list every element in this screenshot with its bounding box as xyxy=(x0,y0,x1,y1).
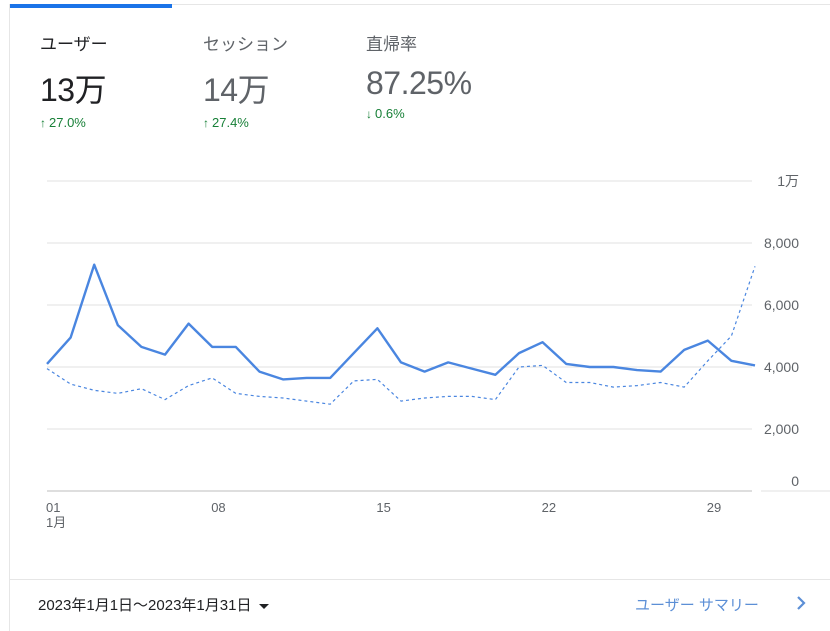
x-tick-label: 01 xyxy=(46,500,60,515)
y-tick-label: 0 xyxy=(791,473,799,489)
arrow-up-icon: ↑ xyxy=(203,116,209,130)
card-footer: 2023年1月1日～2023年1月31日 ユーザー サマリー xyxy=(10,579,830,631)
chevron-right-icon[interactable] xyxy=(791,593,811,613)
metric-label: 直帰率 xyxy=(366,35,417,54)
audience-overview-card xyxy=(9,4,830,631)
arrow-down-icon: ↓ xyxy=(366,107,372,121)
x-tick-label: 15 xyxy=(376,500,390,515)
metric-change-value: 27.4% xyxy=(212,115,249,130)
x-tick-sublabel: 1月 xyxy=(46,515,66,530)
caret-down-icon xyxy=(259,603,270,609)
y-tick-label: 6,000 xyxy=(764,297,799,313)
metric-label: ユーザー xyxy=(40,35,108,54)
x-tick-label: 22 xyxy=(542,500,556,515)
y-axis-ticks: 0 2,000 4,000 6,000 8,000 1万 xyxy=(764,173,799,489)
metric-change: ↓ 0.6% xyxy=(366,106,472,121)
metric-value: 13万 xyxy=(40,72,107,108)
metric-change-value: 27.0% xyxy=(49,115,86,130)
metric-change: ↑ 27.4% xyxy=(203,115,288,130)
metric-bounce-rate[interactable]: 直帰率 87.25% ↓ 0.6% xyxy=(366,30,472,121)
metric-change: ↑ 27.0% xyxy=(40,115,108,130)
metric-sessions[interactable]: セッション 14万 ↑ 27.4% xyxy=(203,30,288,130)
primary-series-line xyxy=(46,263,756,381)
x-tick-label: 29 xyxy=(707,500,721,515)
user-summary-link[interactable]: ユーザー サマリー xyxy=(635,597,759,614)
metric-value: 87.25% xyxy=(366,65,472,101)
active-tab-indicator xyxy=(10,4,172,8)
y-tick-label: 1万 xyxy=(777,173,799,189)
x-tick-label: 08 xyxy=(211,500,225,515)
y-tick-label: 2,000 xyxy=(764,421,799,437)
metric-users[interactable]: ユーザー 13万 ↑ 27.0% xyxy=(40,30,108,130)
metric-label: セッション xyxy=(203,35,288,54)
chart-grid xyxy=(47,180,830,492)
date-range-label: 2023年1月1日～2023年1月31日 xyxy=(38,597,252,614)
arrow-up-icon: ↑ xyxy=(40,116,46,130)
y-tick-label: 4,000 xyxy=(764,359,799,375)
comparison-series-line xyxy=(46,266,756,405)
metric-value: 14万 xyxy=(203,72,270,108)
y-tick-label: 8,000 xyxy=(764,235,799,251)
date-range-selector[interactable]: 2023年1月1日～2023年1月31日 xyxy=(38,594,270,615)
chart-series xyxy=(46,263,756,405)
metric-change-value: 0.6% xyxy=(375,106,405,121)
